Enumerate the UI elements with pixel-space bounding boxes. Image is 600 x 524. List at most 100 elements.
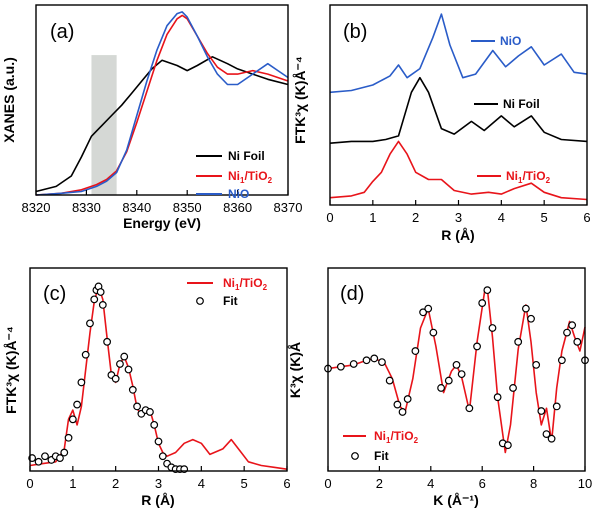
x-tick-label: 0 <box>26 476 33 491</box>
x-tick-label: 6 <box>479 476 486 491</box>
fit-point <box>103 337 111 346</box>
x-tick-label: 6 <box>583 210 590 225</box>
fit-point <box>568 321 577 330</box>
series-line-ni-foil <box>35 55 289 193</box>
x-tick-label: 8360 <box>223 200 252 215</box>
fit-point <box>385 376 394 385</box>
x-tick-label: 8 <box>530 476 537 491</box>
legend-label: Fit <box>223 294 238 308</box>
fit-point <box>573 337 582 346</box>
fit-point <box>509 384 517 392</box>
x-tick-label: 2 <box>376 476 383 491</box>
fit-point <box>150 420 159 429</box>
x-axis-label: R (Å) <box>141 492 174 508</box>
fit-point <box>362 356 371 365</box>
series-tag: Ni1/TiO2 <box>506 169 551 185</box>
x-tick-label: 1 <box>369 210 376 225</box>
plot-frame <box>329 4 588 206</box>
x-tick-label: 8370 <box>274 200 303 215</box>
fit-point <box>411 347 420 355</box>
fit-point <box>116 360 124 368</box>
fit-point <box>437 384 445 392</box>
panel-label: (c) <box>43 283 66 305</box>
legend-swatch <box>351 452 359 460</box>
series-line-ni1-tio2 <box>327 287 586 454</box>
x-tick-label: 8320 <box>22 200 51 215</box>
fit-point <box>473 342 481 351</box>
y-axis-label: FTK³χ (K)Å⁻⁴ <box>3 326 19 414</box>
fit-point <box>146 408 154 416</box>
x-tick-label: 8340 <box>122 200 151 215</box>
fit-point <box>542 430 551 438</box>
fit-point <box>96 288 105 296</box>
panel-label: (a) <box>50 21 74 43</box>
fit-point <box>336 362 345 371</box>
fit-point <box>128 385 137 394</box>
legend-swatch <box>196 297 204 305</box>
panel-label: (d) <box>340 283 364 305</box>
fit-point <box>532 360 541 369</box>
fit-point <box>34 457 43 466</box>
x-tick-label: 6 <box>283 476 290 491</box>
fit-point <box>64 433 73 442</box>
fit-point <box>398 408 407 416</box>
fit-point <box>452 360 461 369</box>
x-tick-label: 5 <box>541 210 548 225</box>
series-line-ni1-tio2 <box>35 14 289 196</box>
series-line-ni-foil <box>329 76 588 144</box>
series-line-nio <box>329 13 588 94</box>
fit-point <box>60 448 69 457</box>
fit-point <box>465 404 474 413</box>
x-axis-label: R (Å) <box>441 227 474 243</box>
series-line-nio <box>35 11 289 196</box>
plot-frame <box>35 4 289 196</box>
x-tick-label: 3 <box>455 210 462 225</box>
fit-point <box>111 374 120 383</box>
fit-point <box>419 308 427 317</box>
fit-point <box>77 378 86 387</box>
fit-point <box>493 393 502 402</box>
y-axis-label: K³χ (K)Å <box>287 342 303 398</box>
highlight-band <box>91 55 117 195</box>
series-line-ni1-tio2 <box>329 140 588 201</box>
panel-c: 0 1 2 3 4 5 6 (c) R (Å) FTK³χ (K)Å⁻⁴ Ni1/TiO2 Fit <box>3 267 291 508</box>
fit-point <box>349 360 358 368</box>
fit-point <box>90 295 99 304</box>
legend-label: Ni1/TiO2 <box>374 429 419 445</box>
fit-point <box>424 304 433 313</box>
x-tick-label: 5 <box>241 476 248 491</box>
fit-point <box>378 358 386 367</box>
fit-point <box>537 407 546 415</box>
legend-label: NiO <box>228 187 249 201</box>
fit-point <box>457 370 466 379</box>
x-tick-label: 3 <box>155 476 162 491</box>
fit-point <box>154 437 163 446</box>
fit-point <box>393 400 402 409</box>
series-tag: NiO <box>500 34 521 48</box>
x-tick-label: 0 <box>326 210 333 225</box>
fit-point <box>429 328 438 337</box>
panel-d: 0 2 4 6 8 10 (d) K (Å⁻¹) K³χ (K)Å Ni1/TiO2 Fit <box>287 267 592 508</box>
fit-point <box>73 400 82 409</box>
legend-label: Ni1/TiO2 <box>228 169 273 185</box>
x-tick-label: 8330 <box>72 200 101 215</box>
x-tick-label: 1 <box>69 476 76 491</box>
fit-point <box>483 286 492 295</box>
fit-point <box>488 324 497 332</box>
series-tag: Ni Foil <box>503 97 540 111</box>
x-tick-label: 4 <box>427 476 434 491</box>
panel-b: 0 1 2 3 4 5 6 (b) R (Å) FTK³χ (K)Å⁻⁴ NiO Ni Foil Ni1… <box>292 4 591 243</box>
fit-point <box>444 376 453 385</box>
panel-a: 8320 8330 8340 8350 8360 8370 (a) Energy (eV) XA… <box>1 4 303 231</box>
fit-point <box>41 452 49 461</box>
fit-point <box>133 402 141 411</box>
x-tick-label: 10 <box>578 476 592 491</box>
x-tick-label: 0 <box>324 476 331 491</box>
legend-label: Ni Foil <box>228 149 265 163</box>
x-tick-label: 2 <box>412 210 419 225</box>
fit-point <box>86 319 94 328</box>
fit-point <box>527 314 535 323</box>
panel-label: (b) <box>343 21 367 43</box>
x-tick-label: 4 <box>498 210 505 225</box>
fit-point <box>514 337 523 346</box>
